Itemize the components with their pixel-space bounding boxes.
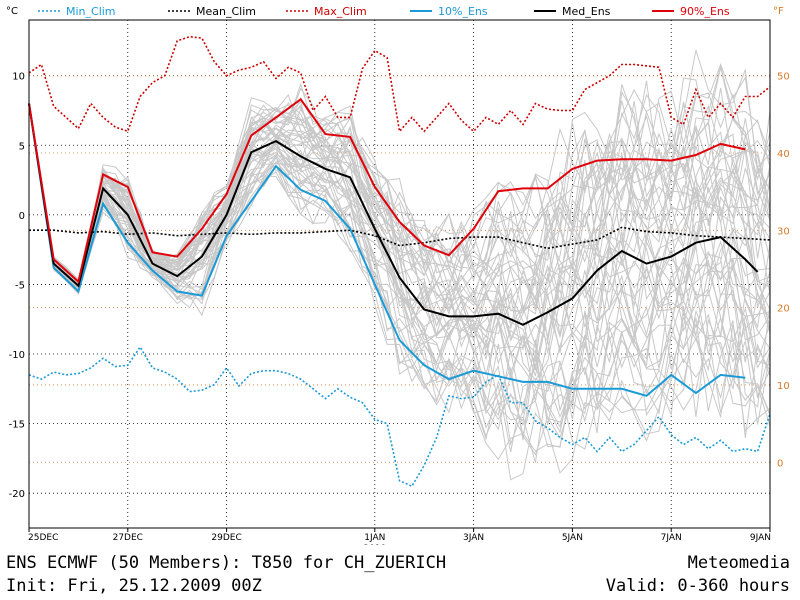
grid bbox=[29, 20, 770, 528]
x-tick-label: 27DEC bbox=[113, 533, 143, 543]
celsius-tick-label: -10 bbox=[9, 350, 25, 361]
celsius-tick-label: 10 bbox=[12, 72, 25, 83]
valid-range: Valid: 0-360 hours bbox=[605, 576, 790, 596]
fahrenheit-tick-label: 0 bbox=[777, 458, 783, 469]
x-tick-label: 3JAN bbox=[463, 533, 484, 543]
legend-label: 10%_Ens bbox=[438, 5, 488, 18]
legend-label: Mean_Clim bbox=[196, 5, 256, 18]
celsius-tick-label: 5 bbox=[19, 141, 25, 152]
celsius-tick-label: 0 bbox=[19, 211, 25, 222]
celsius-tick-label: -20 bbox=[9, 489, 25, 500]
celsius-tick-label: -15 bbox=[9, 420, 25, 431]
ensemble-chart: °C °F -20 -15 -10 -5 0 5 10 0 10 20 30 40 50 25DEC 27DEC… bbox=[6, 5, 790, 545]
series-line-10-ens bbox=[28, 103, 746, 397]
legend: Min_Clim Mean_Clim Max_Clim 10%_Ens Med_Ens 9… bbox=[38, 5, 730, 18]
ensemble-member-line bbox=[28, 103, 771, 339]
x-tick-label: 1JAN bbox=[364, 533, 385, 543]
x-tick-label: 7JAN bbox=[661, 533, 682, 543]
fahrenheit-tick-label: 20 bbox=[777, 304, 790, 315]
series-lines bbox=[28, 35, 771, 488]
fahrenheit-tick-label: 40 bbox=[777, 149, 790, 160]
series-line-max-clim bbox=[28, 35, 771, 134]
ensemble-member-line bbox=[28, 103, 771, 453]
ensemble-member-line bbox=[28, 103, 771, 481]
x-tick-label: 9JAN bbox=[750, 533, 771, 543]
ensemble-members bbox=[28, 50, 771, 481]
plot-frame bbox=[28, 19, 771, 529]
series-line-med-ens bbox=[28, 103, 759, 326]
legend-label: Max_Clim bbox=[314, 5, 367, 18]
celsius-tick-label: -5 bbox=[15, 280, 25, 291]
fahrenheit-tick-label: 50 bbox=[777, 72, 790, 83]
series-line-mean-clim bbox=[29, 226, 771, 250]
brand-name: Meteomedia bbox=[687, 553, 790, 573]
axis-labels: °C °F -20 -15 -10 -5 0 5 10 0 10 20 30 40 50 25DEC 27DEC… bbox=[6, 6, 790, 545]
fahrenheit-tick-label: 10 bbox=[777, 381, 790, 392]
legend-label: Med_Ens bbox=[562, 5, 611, 18]
series-line-90-ens bbox=[28, 97, 746, 284]
ensemble-member-line bbox=[28, 103, 771, 282]
x-tick-sublabel: 2010 bbox=[363, 544, 386, 545]
init-time: Init: Fri, 25.12.2009 00Z bbox=[6, 576, 262, 596]
ensemble-member-line bbox=[28, 103, 771, 423]
series-line-min-clim bbox=[28, 345, 771, 488]
chart-title: ENS ECMWF (50 Members): T850 for CH_ZUER… bbox=[6, 553, 447, 573]
x-tick-label: 29DEC bbox=[211, 533, 241, 543]
celsius-axis-title: °C bbox=[6, 6, 18, 17]
fahrenheit-tick-label: 30 bbox=[777, 226, 790, 237]
legend-label: 90%_Ens bbox=[680, 5, 730, 18]
ensemble-member-line bbox=[28, 103, 771, 434]
x-tick-label: 25DEC bbox=[28, 533, 58, 543]
legend-label: Min_Clim bbox=[66, 5, 116, 18]
x-tick-label: 5JAN bbox=[562, 533, 583, 543]
ensemble-member-line bbox=[28, 103, 771, 365]
fahrenheit-axis-title: °F bbox=[773, 6, 784, 17]
ensemble-member-line bbox=[28, 103, 771, 380]
